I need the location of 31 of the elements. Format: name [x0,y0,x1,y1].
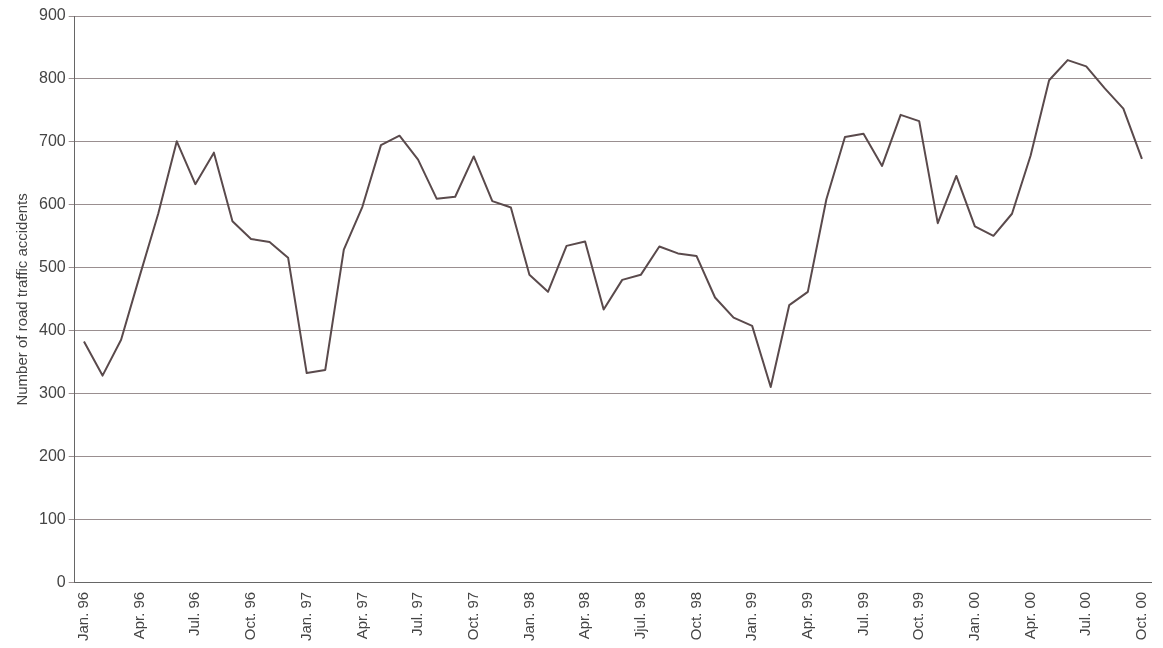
x-tick-label: Apr. 98 [575,591,593,640]
x-tick-label: Apr. 00 [1020,591,1038,640]
y-tick-label: 0 [56,573,66,591]
y-tick-label: 800 [38,69,66,87]
x-tick-label: Oct. 97 [463,591,481,641]
x-tick-label: Jul. 99 [853,591,871,636]
y-tick-label: 600 [38,195,66,213]
x-tick-label: Jjul. 98 [630,591,648,640]
x-tick-label: Oct. 98 [686,591,704,641]
x-tick-label: Jul. 00 [1076,591,1094,636]
x-tick-label: Jul. 96 [185,591,203,636]
x-tick-label: Jul. 97 [408,591,426,636]
y-tick-label: 100 [38,510,66,528]
x-tick-label: Apr. 99 [797,591,815,640]
x-tick-label: Jan. 97 [296,591,314,642]
y-tick-label: 700 [38,132,66,150]
x-tick-label: Jan. 00 [965,591,983,642]
y-tick-label: 400 [38,321,66,339]
y-axis-title: Number of road traffic accidents [13,193,31,406]
y-tick-label: 200 [38,447,66,465]
x-tick-label: Oct. 99 [909,591,927,641]
x-tick-label: Oct. 96 [241,591,259,641]
x-tick-label: Jan. 96 [74,591,92,642]
y-tick-label: 500 [38,258,66,276]
y-tick-label: 900 [38,6,66,24]
x-tick-label: Apr. 96 [129,591,147,640]
x-tick-label: Apr. 97 [352,591,370,640]
y-tick-label: 300 [38,384,66,402]
x-tick-label: Oct. 00 [1132,591,1150,641]
x-tick-label: Jan. 98 [519,591,537,642]
x-tick-label: Jan. 99 [742,591,760,642]
